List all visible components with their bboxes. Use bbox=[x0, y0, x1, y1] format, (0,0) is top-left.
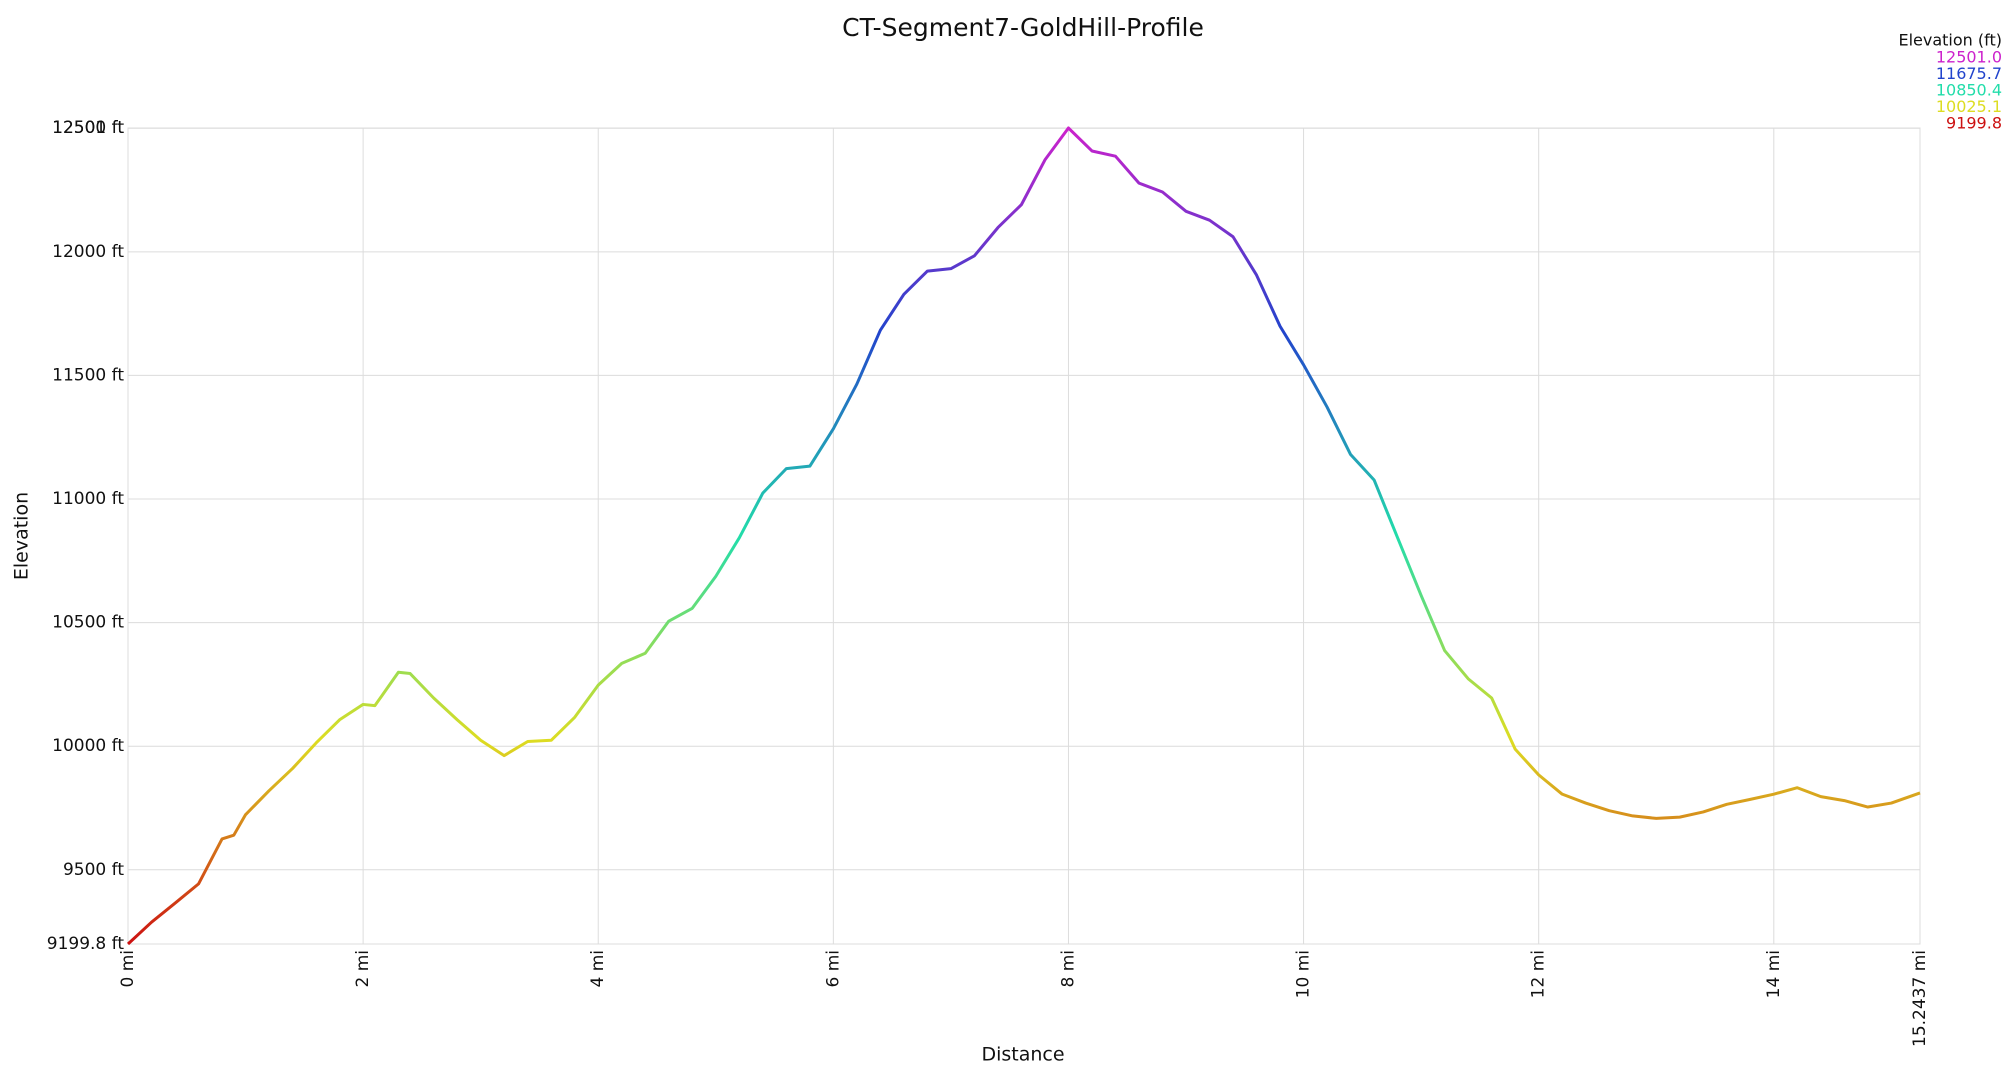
y-tick-label: 9199.8 ft bbox=[47, 934, 125, 954]
plot-border bbox=[127, 127, 1921, 945]
x-tick-label: 0 mi bbox=[118, 950, 138, 988]
x-tick-label: 10 mi bbox=[1294, 950, 1314, 998]
legend-entry: 12501.0 bbox=[1936, 48, 2002, 67]
y-tick-label: 12500 ft bbox=[52, 118, 124, 138]
y-tick-label: 11500 ft bbox=[52, 365, 124, 385]
legend-entry: 9199.8 bbox=[1946, 114, 2002, 133]
y-tick-label: 9500 ft bbox=[63, 860, 124, 880]
y-tick-label: 12000 ft bbox=[52, 242, 124, 262]
chart-title: CT-Segment7-GoldHill-Profile bbox=[842, 13, 1204, 42]
x-tick-label: 2 mi bbox=[353, 950, 373, 988]
y-tick-label: 11000 ft bbox=[52, 489, 124, 509]
x-axis-title: Distance bbox=[981, 1044, 1064, 1066]
x-tick-label: 12 mi bbox=[1529, 950, 1549, 998]
legend-entry: 10850.4 bbox=[1936, 81, 2002, 100]
x-tick-label: 8 mi bbox=[1058, 950, 1078, 988]
y-tick-label: 10000 ft bbox=[52, 736, 124, 756]
y-tick-label: 10500 ft bbox=[52, 613, 124, 633]
legend-entry: 10025.1 bbox=[1936, 97, 2002, 116]
legend-entry: 11675.7 bbox=[1936, 64, 2002, 83]
y-axis-title: Elevation bbox=[11, 492, 33, 580]
x-tick-label: 4 mi bbox=[588, 950, 608, 988]
x-tick-label: 6 mi bbox=[823, 950, 843, 988]
elevation-line bbox=[126, 126, 1921, 946]
x-tick-label: 14 mi bbox=[1764, 950, 1784, 998]
y-tick-label: 12501 ft bbox=[52, 118, 124, 138]
x-tick-label: 15.2437 mi bbox=[1910, 950, 1930, 1047]
legend-title: Elevation (ft) bbox=[1898, 31, 2002, 50]
